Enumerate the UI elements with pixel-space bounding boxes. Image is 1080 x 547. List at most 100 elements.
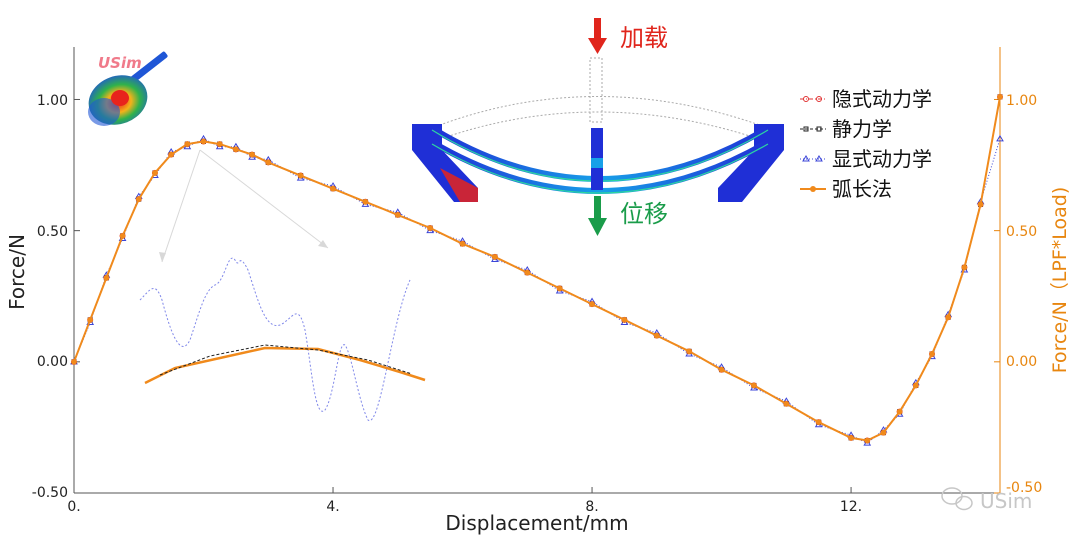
series-3-point xyxy=(929,351,935,357)
y-axis-title: Force/N xyxy=(5,234,29,310)
left-support-hotspot xyxy=(440,168,478,202)
y-axis-title-right: Force/N（LPF*Load) xyxy=(1049,187,1071,373)
zoom-guide-line xyxy=(161,149,201,263)
series-3-point xyxy=(880,429,887,436)
series-3-point xyxy=(783,401,790,407)
series-3-point xyxy=(152,170,158,176)
y-tick-label: 1.00 xyxy=(37,93,68,109)
series-3-point xyxy=(233,146,239,153)
x-tick-label: 0. xyxy=(67,499,80,515)
inset-arc-length-curve xyxy=(144,346,426,385)
logo-text: USim xyxy=(98,54,142,72)
watermark-text: USim xyxy=(980,489,1032,513)
series-3-point xyxy=(249,151,255,158)
deformed-beam-lower xyxy=(430,139,770,194)
series-3-point xyxy=(492,254,498,260)
series-3-point xyxy=(896,408,903,415)
y-tick-label-right: 1.00 xyxy=(1006,93,1037,109)
legend-swatch-marker xyxy=(810,186,816,192)
guitar-icon xyxy=(88,51,168,126)
series-3-point xyxy=(297,172,304,179)
legend-swatch-marker xyxy=(816,126,822,132)
legend-item: 显式动力学 xyxy=(800,147,932,171)
y-tick-label: 0.50 xyxy=(37,224,68,240)
series-3-point xyxy=(87,317,93,323)
usim-logo: USim xyxy=(88,51,168,126)
series-3-point xyxy=(103,275,110,281)
series-3-point xyxy=(864,437,871,444)
series-3-point xyxy=(184,141,191,147)
series-3-point xyxy=(459,240,466,247)
y-tick-label-right: -0.50 xyxy=(1006,480,1042,496)
zoom-guide-line xyxy=(199,149,329,249)
series-3-point xyxy=(977,201,984,208)
inset-static-curve xyxy=(159,344,413,376)
series-3-point xyxy=(653,332,660,339)
undeformed-beam-lower xyxy=(431,111,769,143)
x-tick-label: 8. xyxy=(585,499,598,515)
zoom-guide-arrowhead xyxy=(159,252,166,262)
load-label: 加载 xyxy=(620,24,668,52)
series-2-point xyxy=(996,134,1004,142)
series-3-point xyxy=(524,269,531,276)
series-3-point xyxy=(135,196,142,202)
legend-swatch-marker xyxy=(803,126,809,132)
series-3-point xyxy=(200,138,207,145)
x-tick-label: 4. xyxy=(326,499,339,515)
wechat-icon xyxy=(941,487,973,511)
series-3-point xyxy=(216,141,223,147)
displacement-label: 位移 xyxy=(620,200,668,228)
x-tick-label: 12. xyxy=(840,499,862,515)
zoom-guide-arrowhead xyxy=(318,240,328,248)
series-3-point xyxy=(945,314,951,321)
legend: 隐式动力学 静力学 显式动力学 弧长法 xyxy=(800,87,932,201)
legend-item: 静力学 xyxy=(800,117,892,141)
axes xyxy=(73,47,1001,494)
series-3-point xyxy=(686,348,692,355)
legend-swatch-marker xyxy=(803,96,809,102)
legend-swatch-marker xyxy=(815,155,823,162)
legend-label: 显式动力学 xyxy=(832,147,932,171)
center-post-hotspot xyxy=(591,158,603,168)
load-arrow-head xyxy=(588,38,607,54)
series-3-point xyxy=(718,366,725,373)
deformed-beam-edge xyxy=(431,143,769,194)
usim-watermark: USim xyxy=(941,487,1032,513)
series-3-point xyxy=(119,233,126,239)
series-3-line xyxy=(73,96,1001,442)
x-tick-labels: 0. 4. 8. 12. xyxy=(67,499,862,515)
series-3-point xyxy=(815,419,822,425)
series-3-point xyxy=(913,382,919,389)
x-axis-title: Displacement/mm xyxy=(445,511,628,535)
legend-label: 静力学 xyxy=(832,117,892,141)
zoom-inset xyxy=(139,149,426,421)
series-3-point xyxy=(168,151,174,158)
legend-item: 弧长法 xyxy=(800,177,892,201)
series-3-point xyxy=(330,185,336,192)
load-arrow-shaft xyxy=(594,18,601,40)
series-3-point xyxy=(589,301,595,307)
structure-diagram: 加载 位移 xyxy=(412,18,784,236)
legend-label: 弧长法 xyxy=(832,177,892,201)
series-3-point xyxy=(556,285,563,292)
undeformed-center-post xyxy=(589,57,603,123)
y-tick-label-right: 0.50 xyxy=(1006,224,1037,240)
y-tick-label: 0.00 xyxy=(37,354,68,370)
y-tick-label-right: 0.00 xyxy=(1006,354,1037,370)
series-3-point xyxy=(71,359,77,365)
series-3-point xyxy=(848,435,854,441)
series-layer xyxy=(70,93,1004,446)
series-3-point xyxy=(265,159,272,166)
series-3-point xyxy=(427,225,433,231)
legend-swatch-marker xyxy=(816,96,822,102)
series-3-point xyxy=(961,264,968,271)
series-3-point xyxy=(751,382,757,389)
y-tick-labels-right: 1.00 0.50 0.00 -0.50 xyxy=(1006,93,1042,496)
y-tick-label: -0.50 xyxy=(32,485,68,501)
displacement-arrow-shaft xyxy=(594,196,601,220)
legend-swatch-marker xyxy=(802,155,810,162)
y-tick-labels: 1.00 0.50 0.00 -0.50 xyxy=(32,93,68,501)
displacement-arrow-head xyxy=(588,218,607,236)
series-3-point xyxy=(362,198,369,205)
